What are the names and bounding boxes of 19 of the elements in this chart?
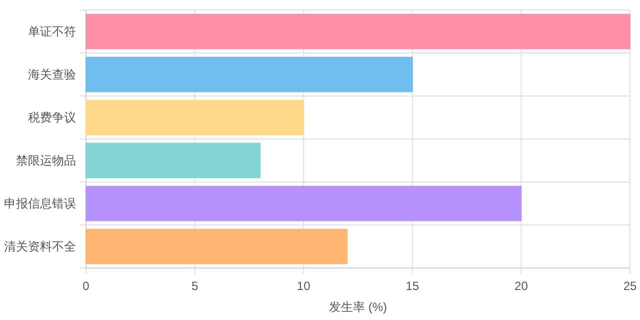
x-tick-label: 5 [191,279,198,293]
x-tick-label: 10 [296,279,311,293]
bar [86,14,630,50]
x-tick-label: 20 [514,279,528,293]
x-tick-label: 0 [82,279,90,293]
bar [86,56,413,92]
x-tick-label: 25 [623,279,637,293]
y-tick-label: 禁限运物品 [16,154,76,168]
bar [86,100,304,136]
y-tick-label: 清关资料不全 [4,240,76,254]
y-tick-label: 申报信息错误 [4,196,76,210]
y-tick-label: 单证不符 [28,24,76,38]
y-tick-label: 税费争议 [28,110,76,124]
bar [86,186,522,222]
bar [86,142,261,178]
x-axis-title: 发生率 (%) [329,300,387,314]
x-tick-label: 15 [406,279,420,293]
bar [86,228,348,264]
y-tick-label: 海关查验 [28,68,76,82]
